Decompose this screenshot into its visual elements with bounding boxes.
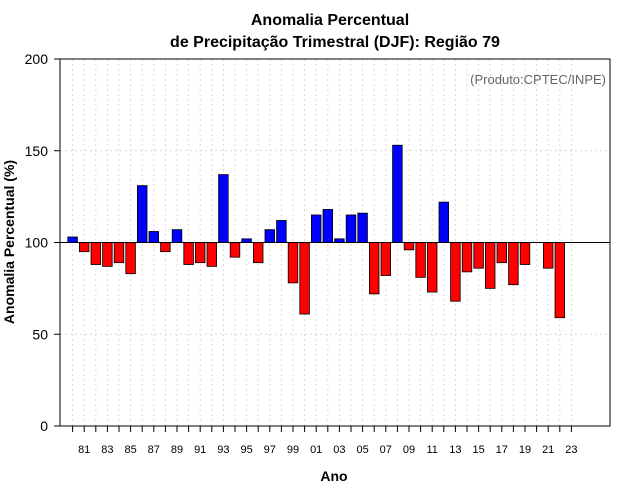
bar-09	[403, 242, 415, 251]
y-tick-label: 100	[25, 235, 49, 251]
x-tick-label: 01	[310, 444, 322, 456]
y-axis: 0 50 100 150 200	[25, 51, 60, 434]
y-axis-label: Anomalia Percentual (%)	[1, 160, 17, 324]
x-axis-label: Ano	[320, 468, 347, 484]
chart-title-line2: de Precipitação Trimestral (DJF): Região…	[170, 34, 500, 51]
bar-15	[473, 242, 484, 269]
x-tick-label: 91	[194, 444, 206, 456]
bar-93	[218, 174, 229, 243]
bar-22	[554, 242, 566, 319]
x-tick-label: 93	[217, 444, 229, 456]
y-tick-label: 50	[32, 326, 48, 342]
bar-81	[79, 242, 90, 253]
bar-17	[496, 242, 508, 264]
x-tick-label: 17	[496, 444, 508, 456]
x-tick-label: 07	[380, 444, 392, 456]
x-tick-label: 85	[124, 444, 136, 456]
bar-07	[380, 242, 392, 276]
y-tick-label: 200	[25, 51, 49, 67]
y-tick-label: 150	[25, 143, 49, 159]
x-tick-label: 81	[78, 444, 90, 456]
bar-92	[206, 242, 218, 267]
bar-97	[264, 229, 276, 243]
bar-02	[322, 209, 334, 243]
bar-05	[357, 212, 368, 243]
bar-14	[461, 242, 473, 273]
bar-91	[194, 242, 206, 264]
x-tick-label: 09	[403, 444, 415, 456]
bar-95	[241, 238, 252, 243]
bars	[67, 144, 566, 319]
x-tick-label: 19	[519, 444, 531, 456]
y-tick-label: 0	[40, 418, 48, 434]
bar-99	[287, 242, 299, 284]
bar-06	[368, 242, 380, 295]
x-tick-label: 15	[472, 444, 484, 456]
bar-03	[334, 238, 345, 243]
bar-13	[450, 242, 461, 302]
bar-10	[415, 242, 426, 278]
bar-19	[519, 242, 531, 265]
x-tick-label: 95	[240, 444, 252, 456]
bar-86	[136, 185, 148, 243]
bar-16	[484, 242, 496, 289]
bar-90	[183, 242, 194, 265]
bar-84	[113, 242, 125, 264]
x-tick-label: 05	[356, 444, 368, 456]
bar-83	[102, 242, 113, 267]
bar-88	[160, 242, 171, 253]
x-tick-label: 03	[333, 444, 345, 456]
bar-12	[438, 201, 450, 243]
bar-80	[67, 236, 78, 243]
bar-96	[252, 242, 264, 264]
x-tick-label: 83	[101, 444, 113, 456]
bar-18	[508, 242, 519, 286]
grid-lines	[60, 59, 610, 426]
x-tick-label: 99	[287, 444, 299, 456]
bar-21	[543, 242, 554, 269]
x-tick-label: 97	[264, 444, 276, 456]
bar-00	[299, 242, 310, 315]
x-tick-label: 21	[542, 444, 554, 456]
x-tick-label: 87	[148, 444, 160, 456]
bar-89	[171, 229, 183, 243]
x-tick-label: 13	[449, 444, 461, 456]
bar-08	[392, 144, 403, 243]
bar-82	[90, 242, 102, 265]
bar-04	[345, 214, 357, 243]
x-tick-label: 89	[171, 444, 183, 456]
x-tick-label: 23	[565, 444, 577, 456]
bar-01	[310, 214, 322, 243]
bar-85	[125, 242, 136, 275]
bar-94	[229, 242, 241, 258]
x-axis: 81 83 85 87 89 91 93 95 97 99 01 03 05 07 09 11 13 15 17 19…	[72, 426, 578, 456]
credit-text: (Produto:CPTEC/INPE)	[470, 72, 606, 87]
bar-87	[148, 231, 160, 243]
bar-98	[276, 220, 287, 243]
chart-title-line1: Anomalia Percentual	[251, 12, 409, 29]
x-tick-label: 11	[426, 444, 437, 456]
bar-11	[426, 242, 438, 293]
